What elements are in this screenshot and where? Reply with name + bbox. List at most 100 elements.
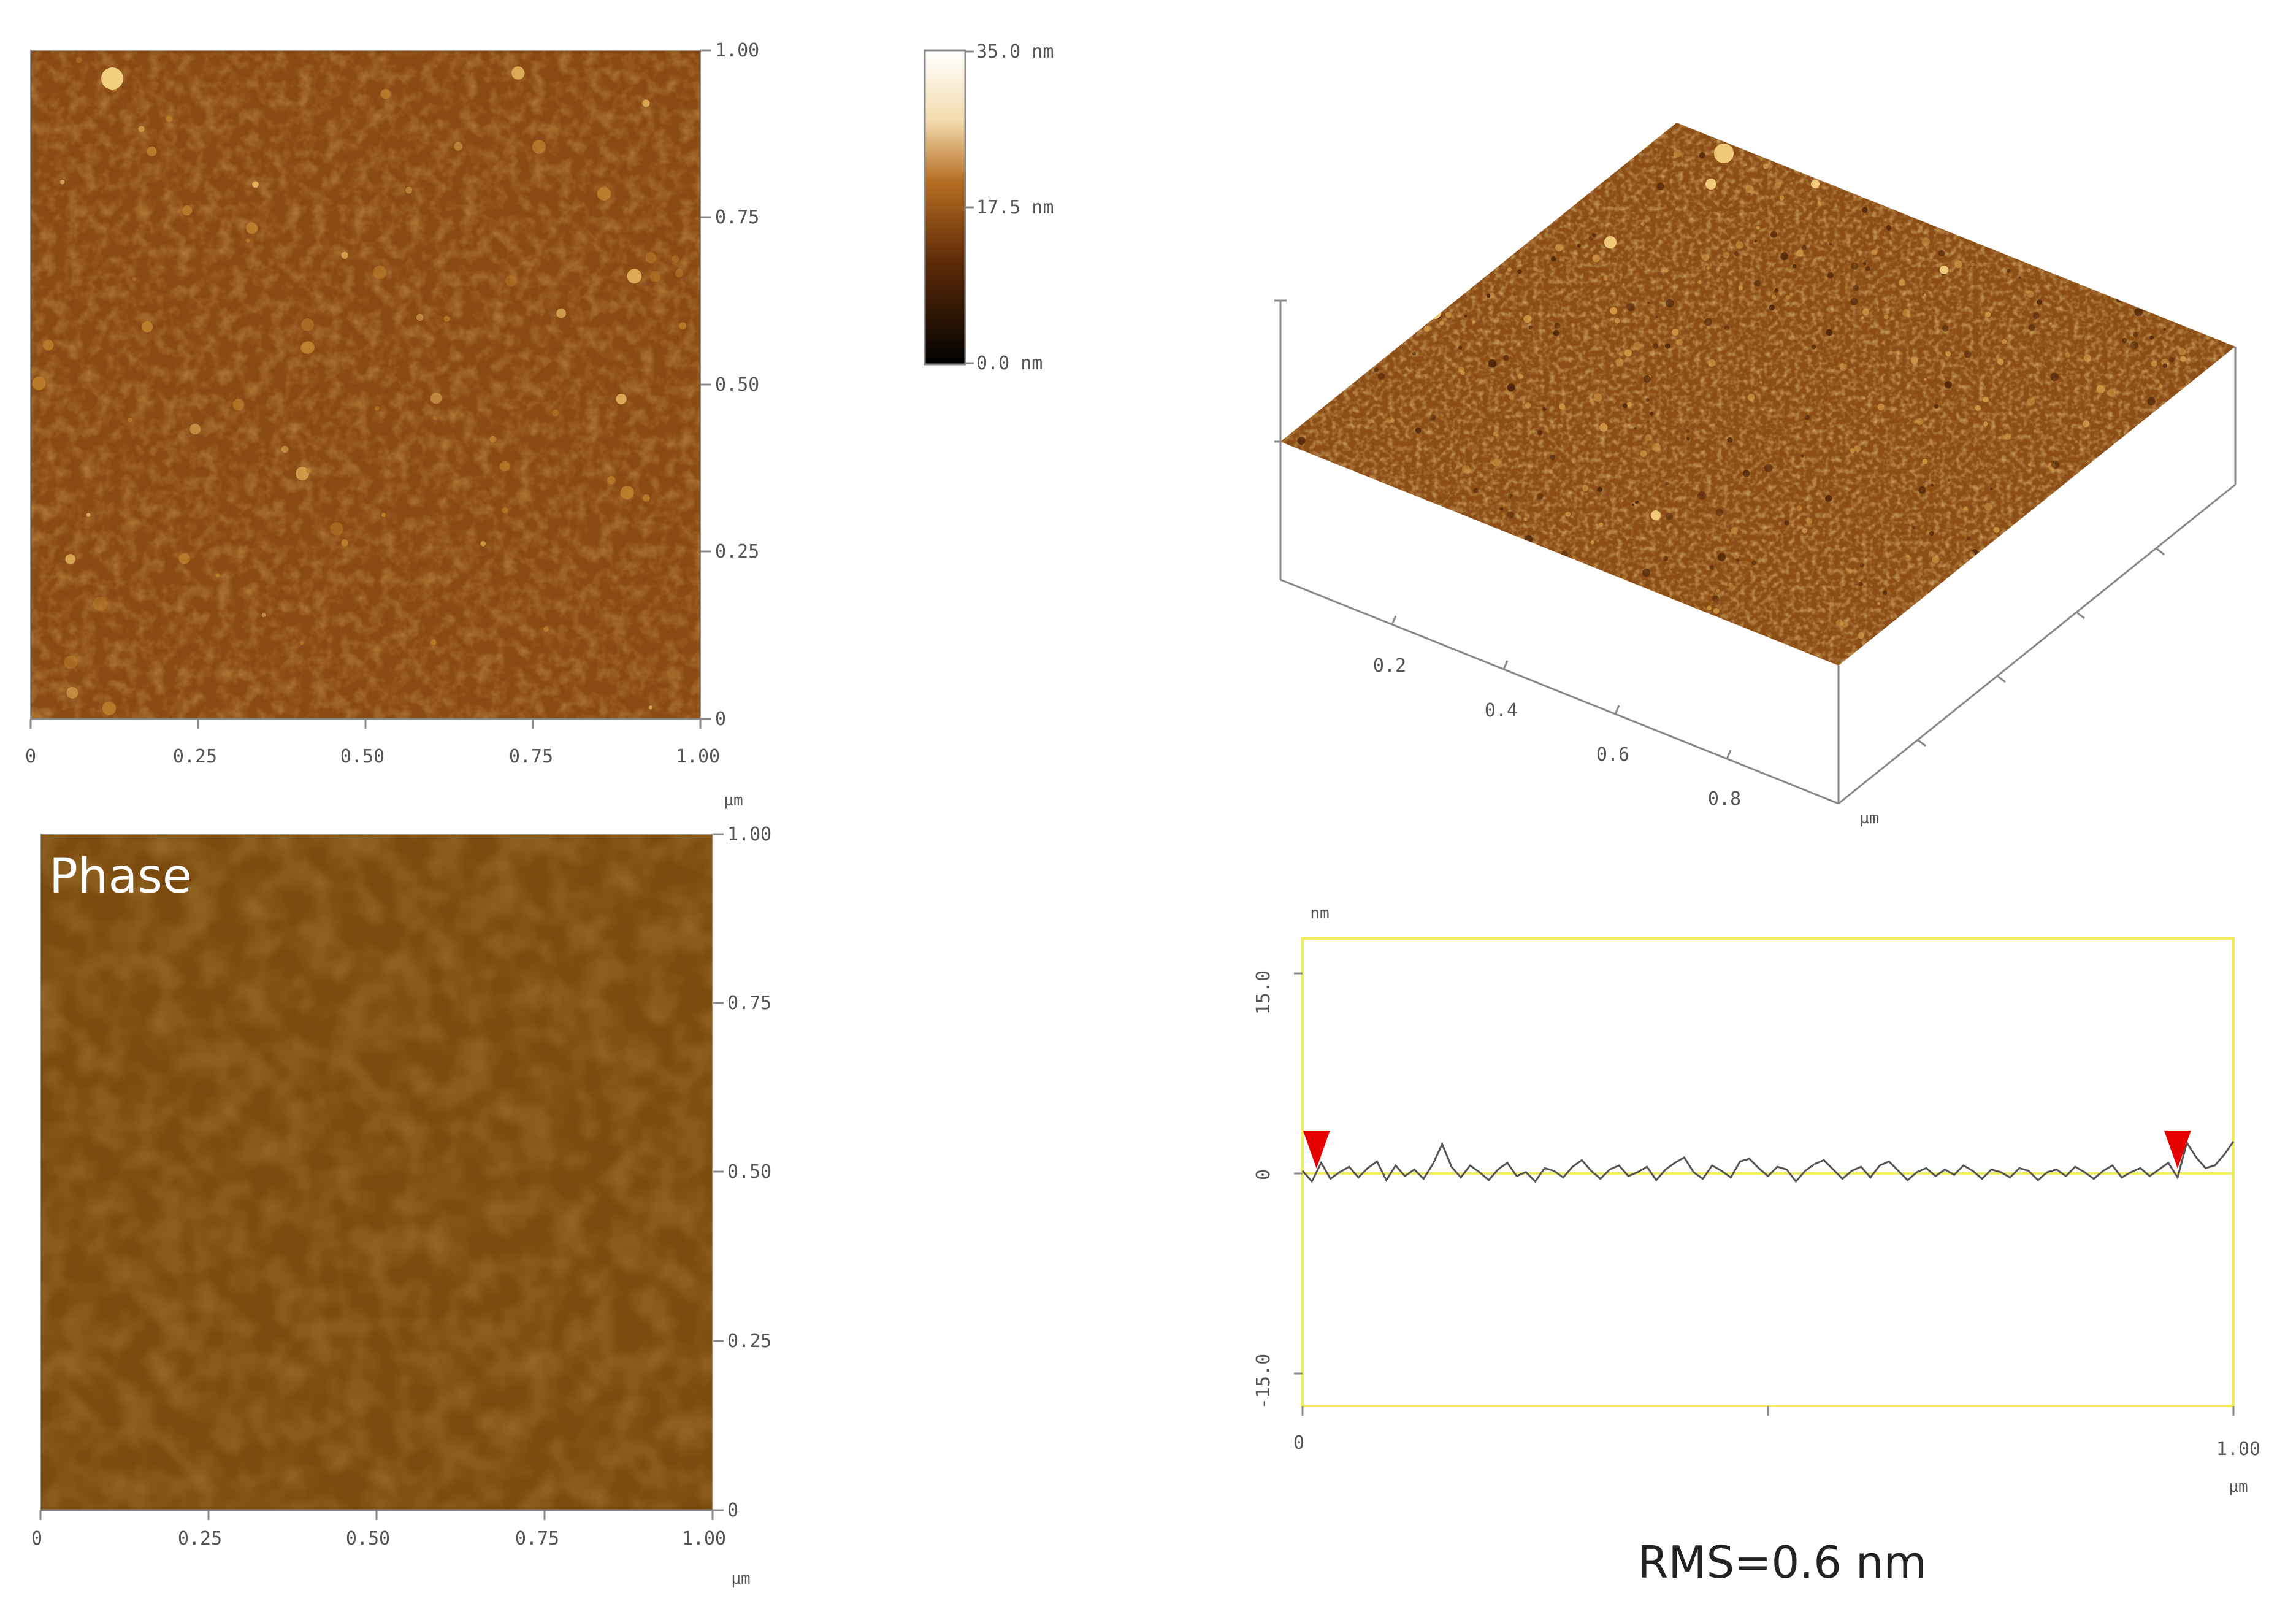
profile-series-line xyxy=(1301,1140,2235,1183)
surface-particle xyxy=(1665,343,1670,349)
profile-xtick: 1.00 xyxy=(2216,1438,2260,1460)
surface-particle xyxy=(1415,428,1422,434)
height-map-particle xyxy=(32,376,46,391)
surface-particle xyxy=(1634,426,1637,430)
surface-particle xyxy=(1377,372,1385,380)
surface-front-bottom-edge xyxy=(1280,578,1839,805)
surface-particle xyxy=(1374,367,1379,373)
surface-particle xyxy=(2133,332,2139,337)
surface-particle xyxy=(2032,312,2040,319)
height-map-ytick: 0.50 xyxy=(715,374,759,396)
surface-particle xyxy=(1635,500,1639,504)
surface-particle xyxy=(2118,351,2122,355)
surface-particle xyxy=(1984,311,1991,318)
height-map-particle xyxy=(380,89,391,99)
surface-particle xyxy=(2107,388,2116,397)
surface-particle xyxy=(1769,304,1775,311)
surface-particle xyxy=(1565,512,1571,517)
surface-particle xyxy=(1673,149,1682,158)
height-map-particle xyxy=(597,186,611,201)
surface-particle xyxy=(1592,254,1601,263)
surface-particle xyxy=(1713,608,1720,614)
surface-particle xyxy=(1969,551,1975,558)
surface-particle xyxy=(1297,436,1306,445)
height-map-particle xyxy=(102,701,117,715)
surface-particle xyxy=(1835,619,1843,627)
surface-particle xyxy=(1825,495,1832,502)
surface-texture xyxy=(1280,123,2235,666)
surface-particle xyxy=(1390,418,1395,423)
surface-particle xyxy=(1507,267,1512,272)
surface-particle xyxy=(2026,268,2031,273)
surface-particle xyxy=(2050,372,2059,382)
height-map-particle xyxy=(330,522,343,536)
surface-particle xyxy=(1464,315,1468,318)
height-map-particle xyxy=(431,639,437,645)
surface-particle xyxy=(1747,394,1755,401)
surface-particle xyxy=(1902,309,1910,317)
height-map-particle xyxy=(543,626,549,632)
surface-particle xyxy=(2169,356,2175,363)
surface-particle xyxy=(2122,337,2127,343)
surface-particle xyxy=(1731,526,1739,534)
surface-particle xyxy=(1666,299,1674,308)
surface-particle xyxy=(1604,236,1617,248)
surface-particle xyxy=(1623,403,1628,409)
surface-particle xyxy=(1896,351,1900,355)
surface-particle xyxy=(1697,280,1702,285)
surface-particle xyxy=(2083,354,2092,363)
height-map-ytick: 0 xyxy=(715,708,726,730)
profile-ytick: 0 xyxy=(1253,1169,1274,1180)
surface-particle xyxy=(1626,402,1632,407)
surface-particle xyxy=(1716,588,1720,593)
height-map-particle xyxy=(489,436,496,443)
surface-particle xyxy=(1523,315,1532,323)
surface-particle xyxy=(1458,345,1463,350)
height-map-particle xyxy=(443,315,450,322)
height-map-particle xyxy=(649,271,660,282)
surface-particle xyxy=(1811,344,1816,350)
surface-particle xyxy=(1727,437,1733,443)
surface-particle xyxy=(1784,520,1789,526)
surface-particle xyxy=(1862,308,1870,316)
height-map-panel: 1.00 0.75 0.50 0.25 0 0 0.25 0.50 0.75 1… xyxy=(25,40,759,810)
height-map-particle xyxy=(101,67,123,90)
surface-particle xyxy=(1643,375,1651,383)
surface-particle xyxy=(1577,244,1581,248)
surface-particle xyxy=(1702,253,1710,261)
height-map-particle xyxy=(178,553,190,564)
surface-particle xyxy=(1728,582,1733,588)
surface-particle xyxy=(1588,236,1593,241)
surface-3d-panel: 0.2 0.4 0.6 0.8 µm xyxy=(1274,123,2237,827)
surface-particle xyxy=(1624,349,1632,357)
surface-particle xyxy=(1599,423,1608,432)
height-map-particle xyxy=(75,56,82,63)
surface-particle xyxy=(1524,535,1533,543)
profile-ytick: 15.0 xyxy=(1253,970,1274,1015)
surface-particle xyxy=(1594,325,1599,329)
surface-unit: µm xyxy=(1859,809,1878,827)
height-map-particle xyxy=(341,251,348,259)
height-map-particle xyxy=(65,554,75,564)
surface-particle xyxy=(1738,285,1743,291)
surface-particle xyxy=(2018,276,2021,280)
phase-label: Phase xyxy=(49,849,192,904)
surface-y-axis xyxy=(1917,547,2165,747)
surface-particle xyxy=(1882,590,1888,596)
surface-particle xyxy=(1964,350,1972,358)
surface-particle xyxy=(1725,539,1729,543)
profile-cursors xyxy=(1303,1131,2191,1169)
height-map-particle xyxy=(679,322,687,329)
surface-particle xyxy=(2151,361,2157,367)
height-map-particle xyxy=(341,539,348,547)
surface-right-bottom-edge xyxy=(1838,483,2236,805)
surface-particle xyxy=(1528,325,1533,329)
surface-particle xyxy=(1826,329,1833,336)
height-map-particle xyxy=(432,415,437,420)
surface-particle xyxy=(1800,454,1804,458)
surface-particle xyxy=(1931,483,1934,486)
phase-map-x-unit: µm xyxy=(731,1570,750,1588)
height-map-particle xyxy=(93,596,107,611)
surface-particle xyxy=(1615,358,1624,367)
height-map-particle xyxy=(66,686,78,699)
